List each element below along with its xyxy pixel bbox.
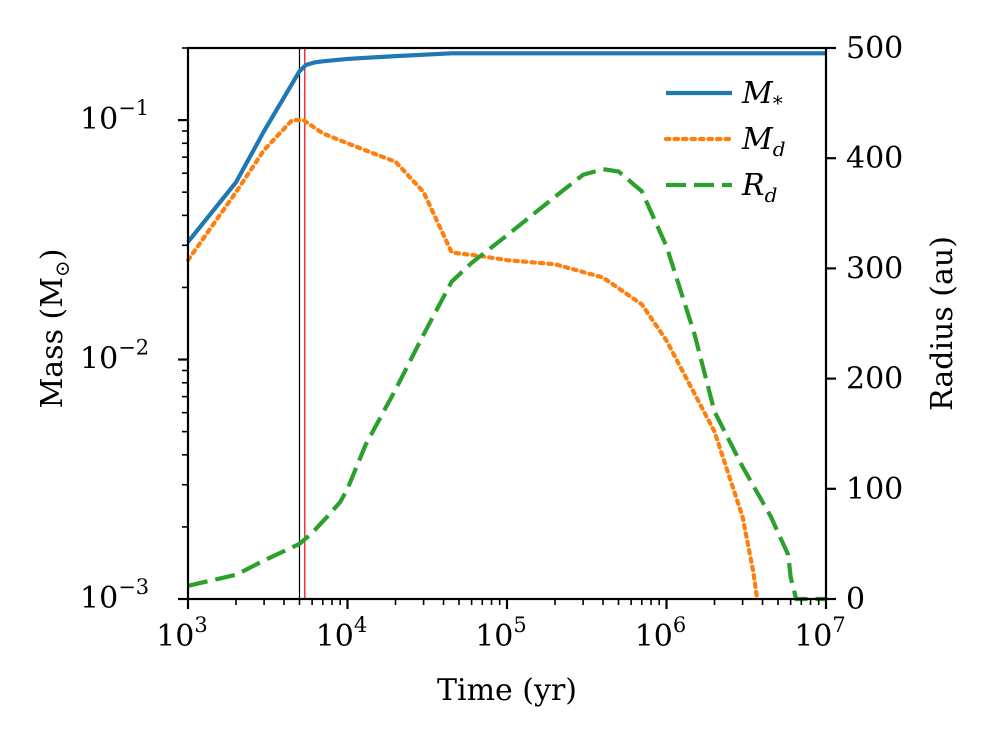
x-tick-label-1: 104	[316, 613, 368, 654]
series-line-2	[187, 167, 826, 602]
x-tick-label-3-exp: 6	[673, 613, 686, 637]
y-axis-left-label-tail: )	[35, 249, 70, 261]
x-tick-label-2-base: 10	[475, 619, 513, 654]
x-axis-label: Time (yr)	[437, 673, 577, 708]
y-left-tick-label-0-exp: −1	[118, 96, 149, 120]
legend-label-1-name: M	[741, 122, 774, 157]
legend-label-1: Md	[741, 122, 786, 161]
x-tick-label-1-exp: 4	[354, 613, 367, 637]
y-left-tick-label-0-base: 10	[80, 102, 118, 137]
y-left-tick-label-2: 10−3	[80, 575, 149, 616]
y-axis-right-label: Radius (au)	[925, 236, 960, 411]
legend-label-2-name: R	[741, 168, 765, 203]
y-right-tick-label-4: 400	[846, 141, 903, 176]
legend-label-1-sub: d	[773, 137, 786, 161]
y-left-tick-label-1: 10−2	[80, 336, 149, 377]
axis-ticks	[178, 46, 836, 609]
x-tick-label-4: 107	[794, 613, 846, 654]
legend-label-0-name: M	[741, 76, 774, 111]
y-left-tick-label-2-base: 10	[80, 581, 118, 616]
x-tick-label-0-base: 10	[156, 619, 194, 654]
y-right-tick-label-3: 300	[846, 251, 903, 286]
legend-label-2: Rd	[741, 168, 777, 207]
x-tick-label-0: 103	[156, 613, 208, 654]
x-tick-label-1-base: 10	[316, 619, 354, 654]
y-left-tick-label-2-exp: −3	[118, 575, 149, 599]
y-right-tick-label-0: 0	[846, 582, 865, 617]
x-tick-label-2-exp: 5	[513, 613, 526, 637]
series-line-0	[186, 51, 826, 244]
y-left-tick-label-1-base: 10	[80, 342, 118, 377]
vertical-markers	[298, 48, 306, 599]
x-tick-label-0-exp: 3	[194, 613, 207, 637]
y-right-tick-label-2: 200	[846, 362, 903, 397]
y-left-tick-label-1-exp: −2	[118, 336, 149, 360]
y-axis-left-label-sub: ⊙	[50, 260, 74, 277]
x-tick-label-2: 105	[475, 613, 527, 654]
series-line-1	[185, 117, 760, 602]
y-axis-left-label: Mass (M⊙)	[35, 249, 74, 409]
x-tick-label-3-base: 10	[635, 619, 673, 654]
series-lines	[185, 51, 826, 602]
x-tick-label-3: 106	[635, 613, 687, 654]
legend-label-0: M*	[741, 76, 783, 115]
legend-label-2-sub: d	[765, 183, 778, 207]
legend-label-0-sub: *	[773, 91, 783, 115]
y-axis-left-label-main: Mass (M	[35, 277, 70, 408]
x-tick-label-4-base: 10	[794, 619, 832, 654]
y-left-tick-label-0: 10−1	[80, 96, 149, 137]
x-tick-label-4-exp: 7	[832, 613, 845, 637]
y-right-tick-label-1: 100	[846, 472, 903, 507]
y-right-tick-label-5: 500	[846, 31, 903, 66]
